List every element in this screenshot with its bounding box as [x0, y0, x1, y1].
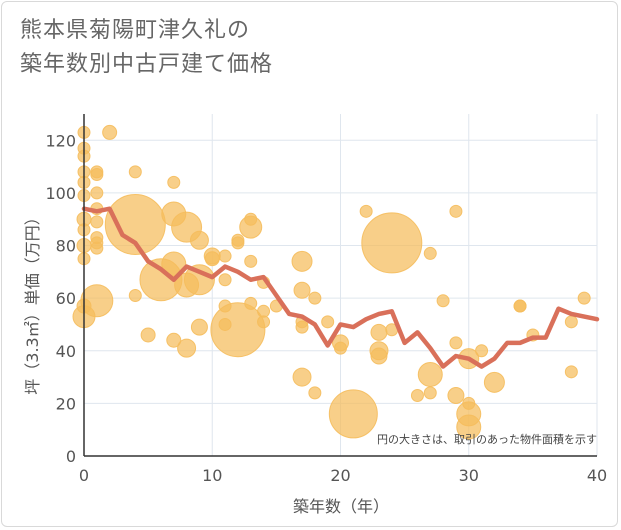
bubble-point — [190, 318, 208, 336]
bubble-point — [423, 246, 437, 260]
bubble-point — [177, 338, 197, 358]
bubble-point — [308, 291, 322, 305]
bubble-point — [370, 323, 388, 341]
bubble-point — [291, 250, 313, 272]
bubble-point — [359, 204, 373, 218]
y-tick-label: 80 — [56, 237, 76, 256]
bubble-point — [295, 320, 309, 334]
bubble-point — [204, 251, 220, 267]
bubble-point — [483, 371, 505, 393]
bubble-point — [80, 284, 114, 318]
bubble-point — [293, 281, 311, 299]
bubble-point — [128, 289, 142, 303]
bubble-point — [140, 327, 156, 343]
y-tick-label: 0 — [66, 447, 76, 466]
y-tick-label: 60 — [56, 289, 76, 308]
bubble-point — [239, 215, 263, 239]
bubble-point — [257, 315, 271, 329]
bubble-point — [449, 204, 463, 218]
bubble-point — [449, 336, 463, 350]
bubble-point — [161, 251, 187, 277]
bubble-point — [564, 365, 578, 379]
bubble-point — [210, 302, 266, 358]
bubble-point — [167, 175, 181, 189]
bubble-point — [423, 386, 437, 400]
bubble-point — [104, 193, 166, 255]
y-tick-label: 40 — [56, 342, 76, 361]
bubble-point — [577, 291, 591, 305]
bubble-point — [513, 299, 527, 313]
bubble-point — [231, 236, 245, 250]
x-tick-label: 30 — [459, 466, 479, 485]
y-tick-label: 20 — [56, 394, 76, 413]
chart-title-line-1: 熊本県菊陽町津久礼の — [20, 18, 251, 43]
bubble-point — [128, 165, 142, 179]
y-tick-labels: 0 20 40 60 80 100 120 — [45, 131, 76, 466]
x-tick-label: 0 — [79, 466, 89, 485]
bubble-point — [321, 315, 335, 329]
bubble-point — [361, 212, 423, 274]
bubble-point — [447, 386, 465, 404]
bubble-point — [417, 361, 443, 387]
bubble-series — [72, 124, 591, 440]
bubble-point — [334, 341, 347, 355]
y-tick-label: 120 — [45, 131, 76, 150]
bubble-point — [189, 230, 209, 250]
bubble-point — [90, 215, 104, 229]
bubble-point — [166, 332, 182, 348]
bubble-point — [244, 254, 258, 268]
bubble-point — [90, 186, 104, 200]
bubble-point — [410, 388, 424, 402]
bubble-point — [475, 344, 489, 358]
x-tick-label: 10 — [202, 466, 222, 485]
bubble-point — [90, 168, 104, 182]
x-tick-label: 20 — [330, 466, 350, 485]
bubble-point — [218, 273, 232, 287]
bubble-point — [102, 124, 118, 140]
bubble-point — [328, 389, 378, 439]
bubble-point — [564, 315, 578, 329]
x-tick-label: 40 — [587, 466, 607, 485]
chart-title: 熊本県菊陽町津久礼の 築年数別中古戸建て価格 — [20, 14, 273, 82]
bubble-point — [456, 414, 482, 440]
y-axis-label: 坪（3.3㎡）単価（万円） — [23, 209, 42, 394]
average-price-line — [81, 206, 600, 369]
bubble-point — [244, 296, 258, 310]
bubble-size-annotation: 円の大きさは、取引のあった物件面積を示す — [377, 432, 597, 446]
bubble-point — [308, 386, 322, 400]
average-line-series — [81, 206, 600, 369]
y-tick-label: 100 — [45, 184, 76, 203]
bubble-point — [90, 241, 104, 255]
bubble-point — [183, 264, 215, 296]
chart-title-line-2: 築年数別中古戸建て価格 — [20, 52, 274, 77]
bubble-point — [218, 249, 232, 263]
axes — [83, 114, 597, 457]
x-axis-label: 築年数（年） — [293, 497, 389, 516]
bubble-point — [292, 367, 312, 387]
x-tick-labels: 0 10 20 30 40 — [79, 466, 607, 485]
bubble-point — [370, 347, 388, 365]
bubble-point — [436, 294, 450, 308]
